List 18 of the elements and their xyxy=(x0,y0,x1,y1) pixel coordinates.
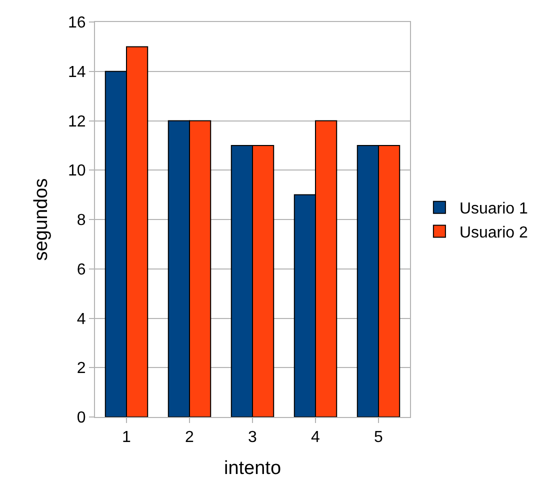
y-tick-label: 2 xyxy=(76,360,86,378)
y-tick-label: 4 xyxy=(76,310,86,328)
x-tick-label: 3 xyxy=(248,429,258,446)
y-tick-label: 14 xyxy=(68,64,86,81)
y-tick-label: 6 xyxy=(76,261,86,278)
legend-label: Usuario 1 xyxy=(459,200,528,218)
legend-label: Usuario 2 xyxy=(459,224,528,242)
x-axis-title: intento xyxy=(224,458,282,479)
x-tick-label: 5 xyxy=(374,429,384,446)
y-tick-label: 12 xyxy=(68,113,86,130)
x-tick-label: 1 xyxy=(122,429,132,446)
y-tick-label: 16 xyxy=(68,14,86,32)
y-tick-label: 0 xyxy=(76,410,86,427)
y-tick-label: 8 xyxy=(76,212,86,230)
x-tick-label: 4 xyxy=(311,429,320,446)
y-tick-label: 10 xyxy=(68,162,86,180)
x-tick-label: 2 xyxy=(185,429,194,446)
y-axis-title: segundos xyxy=(30,178,52,261)
